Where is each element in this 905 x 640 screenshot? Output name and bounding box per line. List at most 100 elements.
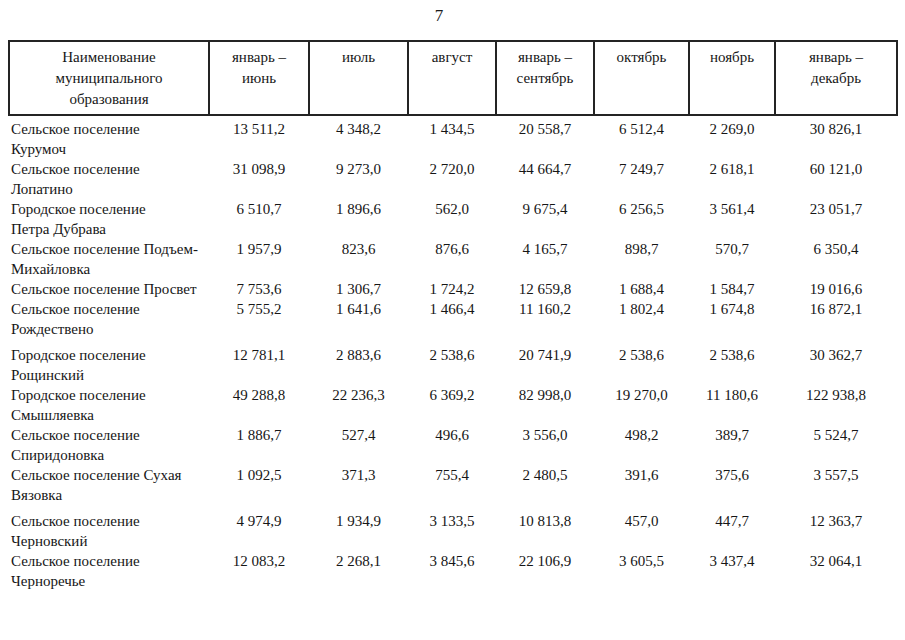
value-cell: 457,0 bbox=[594, 505, 689, 551]
page-number: 7 bbox=[0, 6, 878, 26]
value-cell: 1 688,4 bbox=[594, 279, 689, 299]
value-cell: 1 092,5 bbox=[209, 465, 309, 505]
value-cell: 3 605,5 bbox=[594, 551, 689, 591]
value-cell: 4 974,9 bbox=[209, 505, 309, 551]
table-row: Сельское поселение Подъем- Михайловка1 9… bbox=[9, 239, 897, 279]
value-cell: 375,6 bbox=[689, 465, 775, 505]
value-cell: 4 348,2 bbox=[309, 115, 408, 159]
table-row: Сельское поселение Рождествено5 755,21 6… bbox=[9, 299, 897, 339]
settlement-name: Сельское поселение Подъем- Михайловка bbox=[9, 239, 209, 279]
value-cell: 447,7 bbox=[689, 505, 775, 551]
table-row: Сельское поселение Лопатино31 098,99 273… bbox=[9, 159, 897, 199]
header-jan-jun: январь – июнь bbox=[209, 41, 309, 115]
value-cell: 12 363,7 bbox=[775, 505, 897, 551]
value-cell: 122 938,8 bbox=[775, 385, 897, 425]
settlement-name: Сельское поселение Сухая Вязовка bbox=[9, 465, 209, 505]
value-cell: 2 538,6 bbox=[594, 339, 689, 385]
header-row: Наименование муниципального образования … bbox=[9, 41, 897, 115]
value-cell: 12 659,8 bbox=[496, 279, 594, 299]
value-cell: 1 674,8 bbox=[689, 299, 775, 339]
value-cell: 12 781,1 bbox=[209, 339, 309, 385]
value-cell: 6 512,4 bbox=[594, 115, 689, 159]
table-row: Сельское поселение Черновский4 974,91 93… bbox=[9, 505, 897, 551]
value-cell: 3 845,6 bbox=[408, 551, 496, 591]
value-cell: 2 883,6 bbox=[309, 339, 408, 385]
value-cell: 22 236,3 bbox=[309, 385, 408, 425]
header-jul: июль bbox=[309, 41, 408, 115]
table-header: Наименование муниципального образования … bbox=[9, 41, 897, 115]
value-cell: 3 556,0 bbox=[496, 425, 594, 465]
table-row: Сельское поселение Просвет7 753,61 306,7… bbox=[9, 279, 897, 299]
value-cell: 20 741,9 bbox=[496, 339, 594, 385]
value-cell: 2 268,1 bbox=[309, 551, 408, 591]
value-cell: 11 180,6 bbox=[689, 385, 775, 425]
value-cell: 2 618,1 bbox=[689, 159, 775, 199]
value-cell: 9 273,0 bbox=[309, 159, 408, 199]
value-cell: 5 524,7 bbox=[775, 425, 897, 465]
value-cell: 2 538,6 bbox=[408, 339, 496, 385]
value-cell: 2 269,0 bbox=[689, 115, 775, 159]
value-cell: 82 998,0 bbox=[496, 385, 594, 425]
value-cell: 6 510,7 bbox=[209, 199, 309, 239]
value-cell: 49 288,8 bbox=[209, 385, 309, 425]
settlement-name: Сельское поселение Курумоч bbox=[9, 115, 209, 159]
value-cell: 3 437,4 bbox=[689, 551, 775, 591]
value-cell: 7 249,7 bbox=[594, 159, 689, 199]
value-cell: 1 306,7 bbox=[309, 279, 408, 299]
settlement-name: Сельское поселение Черновский bbox=[9, 505, 209, 551]
value-cell: 20 558,7 bbox=[496, 115, 594, 159]
header-municipality: Наименование муниципального образования bbox=[9, 41, 209, 115]
value-cell: 19 016,6 bbox=[775, 279, 897, 299]
value-cell: 16 872,1 bbox=[775, 299, 897, 339]
settlement-name: Сельское поселение Спиридоновка bbox=[9, 425, 209, 465]
value-cell: 3 133,5 bbox=[408, 505, 496, 551]
settlement-name: Городское поселение Рощинский bbox=[9, 339, 209, 385]
value-cell: 22 106,9 bbox=[496, 551, 594, 591]
value-cell: 371,3 bbox=[309, 465, 408, 505]
value-cell: 876,6 bbox=[408, 239, 496, 279]
value-cell: 1 934,9 bbox=[309, 505, 408, 551]
value-cell: 5 755,2 bbox=[209, 299, 309, 339]
table-row: Сельское поселение Курумоч13 511,24 348,… bbox=[9, 115, 897, 159]
value-cell: 570,7 bbox=[689, 239, 775, 279]
value-cell: 389,7 bbox=[689, 425, 775, 465]
value-cell: 1 886,7 bbox=[209, 425, 309, 465]
settlement-name: Сельское поселение Черноречье bbox=[9, 551, 209, 591]
value-cell: 1 957,9 bbox=[209, 239, 309, 279]
table-row: Сельское поселение Спиридоновка1 886,752… bbox=[9, 425, 897, 465]
header-oct: октябрь bbox=[594, 41, 689, 115]
value-cell: 1 896,6 bbox=[309, 199, 408, 239]
value-cell: 6 350,4 bbox=[775, 239, 897, 279]
value-cell: 6 256,5 bbox=[594, 199, 689, 239]
table-body: Сельское поселение Курумоч13 511,24 348,… bbox=[9, 115, 897, 591]
value-cell: 1 584,7 bbox=[689, 279, 775, 299]
value-cell: 3 561,4 bbox=[689, 199, 775, 239]
header-aug: август bbox=[408, 41, 496, 115]
document-page: 7 Наименование муниципального образовани… bbox=[0, 0, 905, 640]
value-cell: 19 270,0 bbox=[594, 385, 689, 425]
value-cell: 60 121,0 bbox=[775, 159, 897, 199]
value-cell: 1 641,6 bbox=[309, 299, 408, 339]
value-cell: 7 753,6 bbox=[209, 279, 309, 299]
table-row: Городское поселение Петра Дубрава6 510,7… bbox=[9, 199, 897, 239]
value-cell: 2 538,6 bbox=[689, 339, 775, 385]
value-cell: 4 165,7 bbox=[496, 239, 594, 279]
settlement-name: Сельское поселение Рождествено bbox=[9, 299, 209, 339]
settlement-name: Городское поселение Петра Дубрава bbox=[9, 199, 209, 239]
header-jan-sep: январь – сентябрь bbox=[496, 41, 594, 115]
settlement-name: Городское поселение Смышляевка bbox=[9, 385, 209, 425]
settlement-name: Сельское поселение Просвет bbox=[9, 279, 209, 299]
value-cell: 2 480,5 bbox=[496, 465, 594, 505]
value-cell: 562,0 bbox=[408, 199, 496, 239]
value-cell: 2 720,0 bbox=[408, 159, 496, 199]
value-cell: 13 511,2 bbox=[209, 115, 309, 159]
value-cell: 498,2 bbox=[594, 425, 689, 465]
value-cell: 12 083,2 bbox=[209, 551, 309, 591]
value-cell: 898,7 bbox=[594, 239, 689, 279]
header-jan-dec: январь – декабрь bbox=[775, 41, 897, 115]
header-nov: ноябрь bbox=[689, 41, 775, 115]
value-cell: 1 724,2 bbox=[408, 279, 496, 299]
value-cell: 1 802,4 bbox=[594, 299, 689, 339]
value-cell: 31 098,9 bbox=[209, 159, 309, 199]
value-cell: 391,6 bbox=[594, 465, 689, 505]
